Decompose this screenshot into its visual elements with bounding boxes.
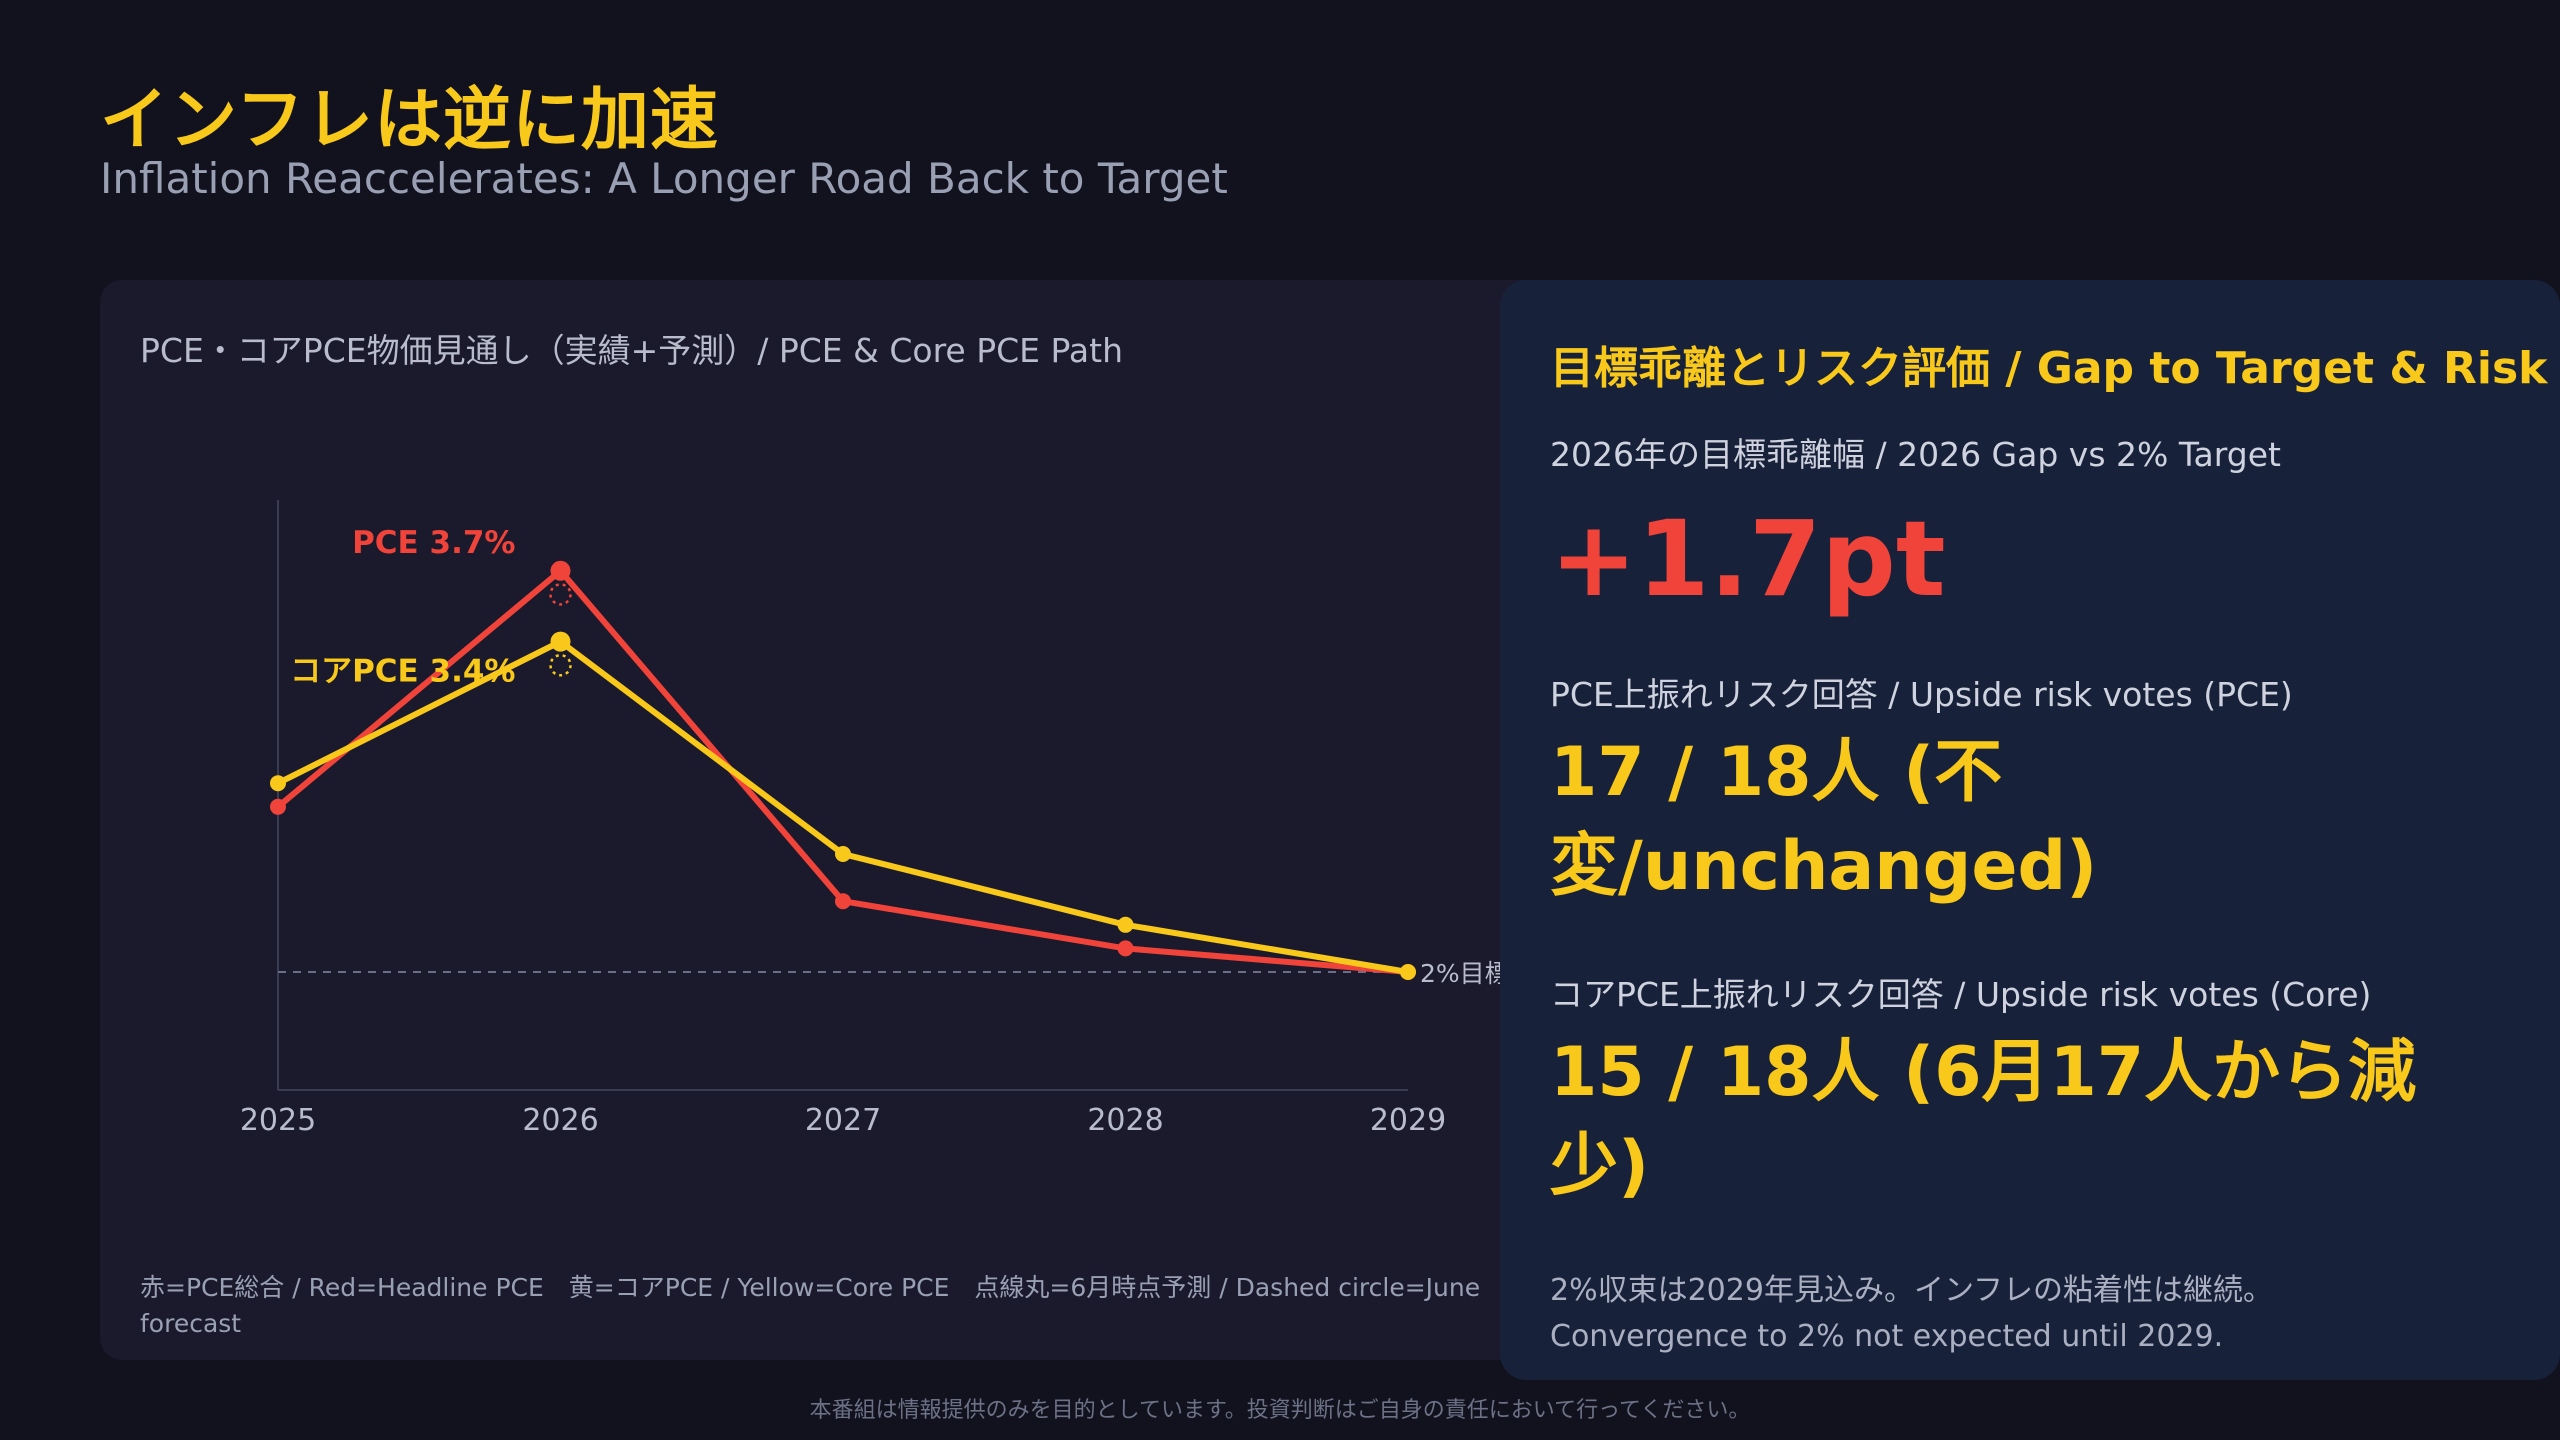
pce-point [835,893,851,910]
risk-panel: 目標乖離とリスク評価 / Gap to Target & Risk 2026年の… [1500,280,2560,1380]
x-tick-label: 2027 [805,1103,881,1138]
core-pce-point [270,775,286,792]
gap-label: 2026年の目標乖離幅 / 2026 Gap vs 2% Target [1550,435,2281,474]
pce-data-label: PCE 3.7% [352,525,515,561]
core-pce-data-label: コアPCE 3.4% [290,654,515,690]
risk-panel-title: 目標乖離とリスク評価 / Gap to Target & Risk [1550,343,2548,394]
pce-point [550,560,571,581]
chart-panel: PCE・コアPCE物価見通し（実績+予測）/ PCE & Core PCE Pa… [100,280,1560,1360]
chart-title: PCE・コアPCE物価見通し（実績+予測）/ PCE & Core PCE Pa… [140,331,1123,370]
core-pce-series-line [276,638,1409,975]
gap-value: +1.7pt [1550,498,1946,620]
x-tick-label: 2026 [522,1103,598,1138]
risk-panel-footer: 2%収束は2029年見込み。インフレの粘着性は継続。 Convergence t… [1550,1268,2273,1360]
footer-en: Convergence to 2% not expected until 202… [1550,1319,2224,1354]
core-risk-value: 15 / 18人 (6月17人から減少) [1550,1033,2417,1206]
x-tick-label: 2025 [240,1103,316,1138]
pce-point [1117,940,1134,957]
pce-june-forecast-marker [549,583,572,606]
chart-legend-note: 赤=PCE総合 / Red=Headline PCE 黄=コアPCE / Yel… [140,1273,1481,1338]
core-pce-point [1117,916,1134,933]
target-label: 2%目標 [1420,959,1510,988]
inflation-line-chart: 2%目標 2025 2026 2027 2028 2029 PCE 3.7% コアPCE 3.… [240,500,1510,1138]
pce-risk-label: PCE上振れリスク回答 / Upside risk votes (PCE) [1550,675,2293,714]
x-tick-label: 2029 [1370,1103,1446,1138]
core-risk-label: コアPCE上振れリスク回答 / Upside risk votes (Core) [1550,975,2372,1014]
page-title: インフレは逆に加速 [100,81,719,160]
pce-risk-value: 17 / 18人 (不変/unchanged) [1550,733,2098,906]
disclaimer: 本番組は情報提供のみを目的としています。投資判断はご自身の責任において行ってくだ… [809,1398,1751,1423]
footer-jp: 2%収束は2029年見込み。インフレの粘着性は継続。 [1550,1273,2274,1308]
page-subtitle: Inflation Reaccelerates: A Longer Road B… [100,154,1228,203]
pce-series-line [276,567,1409,975]
core-pce-point [550,631,571,652]
pce-point [270,798,286,815]
core-pce-june-forecast-marker [549,653,572,677]
x-tick-label: 2028 [1087,1103,1163,1138]
core-pce-point [835,846,851,862]
core-pce-point [1400,964,1416,980]
